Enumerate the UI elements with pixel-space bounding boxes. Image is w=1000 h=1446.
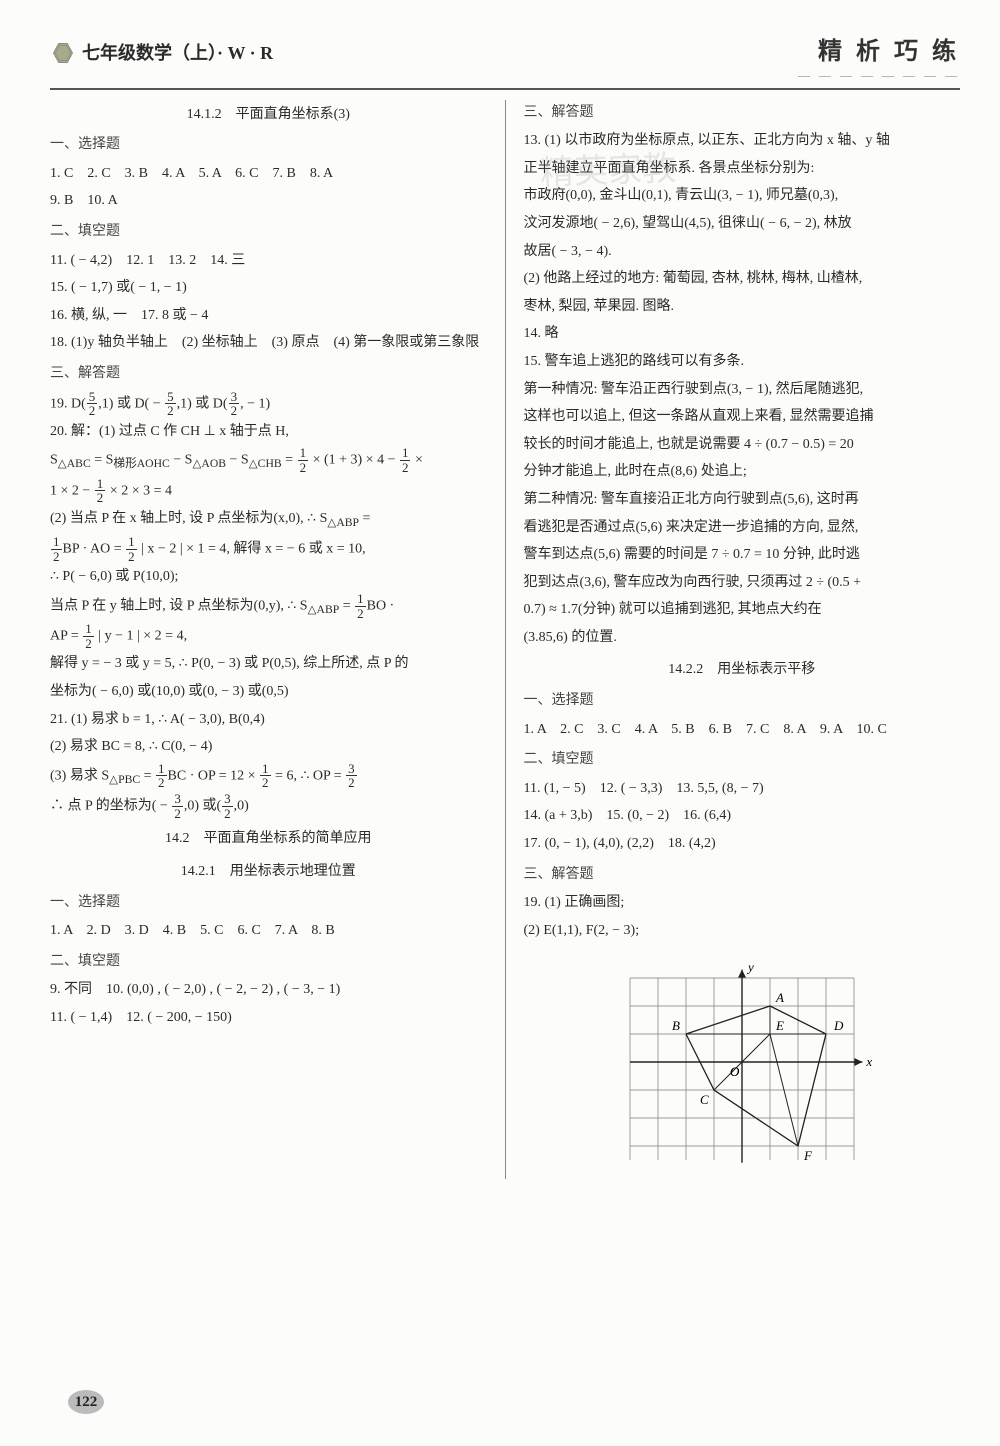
answer-line: 市政府(0,0), 金斗山(0,1), 青云山(3, − 1), 师兄墓(0,3… (524, 183, 961, 210)
q20-line: 解得 y = − 3 或 y = 5, ∴ P(0, − 3) 或 P(0,5)… (50, 651, 487, 678)
answer-line: (3.85,6) 的位置. (524, 625, 961, 652)
svg-text:O: O (730, 1064, 740, 1079)
svg-text:B: B (672, 1018, 680, 1033)
fraction: 12 (83, 622, 94, 650)
answer-line: (2) E(1,1), F(2, − 3); (524, 918, 961, 945)
fraction: 32 (222, 792, 233, 820)
answer-line: 11. (1, − 5) 12. ( − 3,3) 13. 5,5, (8, −… (524, 776, 961, 803)
q21-line: (2) 易求 BC = 8, ∴ C(0, − 4) (50, 734, 487, 761)
right-column: 三、解答题 13. (1) 以市政府为坐标原点, 以正东、正北方向为 x 轴、y… (524, 96, 961, 1183)
fraction: 52 (165, 390, 176, 418)
fraction: 32 (172, 792, 183, 820)
q21-line: 21. (1) 易求 b = 1, ∴ A( − 3,0), B(0,4) (50, 707, 487, 734)
answer-line: 1. A 2. C 3. C 4. A 5. B 6. B 7. C 8. A … (524, 717, 961, 744)
header-left: 七年级数学（上）· W · R (50, 36, 273, 70)
fraction: 52 (87, 390, 98, 418)
answer-line: 14. (a + 3,b) 15. (0, − 2) 16. (6,4) (524, 803, 961, 830)
answer-line: 故居( − 3, − 4). (524, 239, 961, 266)
svg-text:y: y (746, 960, 754, 975)
column-divider (505, 100, 506, 1179)
sub-heading-answer: 三、解答题 (524, 862, 961, 889)
fraction: 12 (95, 477, 106, 505)
sub-heading-fill: 二、填空题 (50, 949, 487, 976)
svg-text:C: C (700, 1092, 709, 1107)
q19: 19. D(52,1) 或 D( − 52,1) 或 D(32, − 1) (50, 390, 487, 418)
answer-line: 犯到达点(3,6), 警车应改为向西行驶, 只须再过 2 ÷ (0.5 + (524, 570, 961, 597)
fraction: 12 (355, 592, 366, 620)
answer-line: 17. (0, − 1), (4,0), (2,2) 18. (4,2) (524, 831, 961, 858)
answer-line: 看逃犯是否通过点(5,6) 来决定进一步追捕的方向, 显然, (524, 515, 961, 542)
q21-line: (3) 易求 S△PBC = 12BC · OP = 12 × 12 = 6, … (50, 762, 487, 791)
svg-text:x: x (865, 1054, 872, 1069)
page-bubble: 122 (68, 1390, 104, 1414)
answer-line: 14. 略 (524, 321, 961, 348)
section-title: 14.2.2 用坐标表示平移 (524, 657, 961, 684)
header-rule: — — — — — — — — (50, 88, 960, 90)
answer-line: 汶河发源地( − 2,6), 望驾山(4,5), 徂徕山( − 6, − 2),… (524, 211, 961, 238)
hexagon-icon (50, 40, 76, 66)
answer-line: 较长的时间才能追上, 也就是说需要 4 ÷ (0.7 − 0.5) = 20 (524, 432, 961, 459)
answer-line: 9. B 10. A (50, 188, 487, 215)
q20-line: 1 × 2 − 12 × 2 × 3 = 4 (50, 477, 487, 505)
fraction: 12 (126, 535, 137, 563)
q20-line: 20. 解：(1) 过点 C 作 CH ⊥ x 轴于点 H, (50, 419, 487, 446)
answer-line: 15. ( − 1,7) 或( − 1, − 1) (50, 275, 487, 302)
svg-text:D: D (833, 1018, 844, 1033)
answer-line: 19. (1) 正确画图; (524, 890, 961, 917)
answer-line: 1. C 2. C 3. B 4. A 5. A 6. C 7. B 8. A (50, 161, 487, 188)
coordinate-graph: xyABDEOCFO (524, 952, 961, 1183)
fraction: 12 (260, 762, 271, 790)
fraction: 12 (51, 535, 62, 563)
answer-line: 16. 横, 纵, 一 17. 8 或 − 4 (50, 303, 487, 330)
q20-line: ∴ P( − 6,0) 或 P(10,0); (50, 564, 487, 591)
q20-line: 12BP · AO = 12 | x − 2 | × 1 = 4, 解得 x =… (50, 535, 487, 563)
fraction: 12 (400, 446, 411, 474)
fraction: 12 (156, 762, 167, 790)
answer-line: 11. ( − 4,2) 12. 1 13. 2 14. 三 (50, 248, 487, 275)
answer-line: 正半轴建立平面直角坐标系. 各景点坐标分别为: (524, 156, 961, 183)
fraction: 32 (346, 762, 357, 790)
fraction: 12 (298, 446, 309, 474)
answer-line: (2) 他路上经过的地方: 葡萄园, 杏林, 桃林, 梅林, 山楂林, (524, 266, 961, 293)
q21-line: ∴ 点 P 的坐标为( − 32,0) 或(32,0) (50, 792, 487, 820)
left-column: 14.1.2 平面直角坐标系(3) 一、选择题 1. C 2. C 3. B 4… (50, 96, 487, 1183)
page-number: 122 (68, 1388, 104, 1417)
sub-heading-answer: 三、解答题 (50, 361, 487, 388)
answer-line: 15. 警车追上逃犯的路线可以有多条. (524, 349, 961, 376)
sub-heading-choice: 一、选择题 (524, 688, 961, 715)
answer-line: 9. 不同 10. (0,0) , ( − 2,0) , ( − 2, − 2)… (50, 977, 487, 1004)
answer-line: 11. ( − 1,4) 12. ( − 200, − 150) (50, 1005, 487, 1032)
answer-line: 第二种情况: 警车直接沿正北方向行驶到点(5,6), 这时再 (524, 487, 961, 514)
svg-text:E: E (775, 1018, 784, 1033)
sub-heading-fill: 二、填空题 (50, 219, 487, 246)
answer-line: 13. (1) 以市政府为坐标原点, 以正东、正北方向为 x 轴、y 轴 (524, 128, 961, 155)
sub-heading-answer: 三、解答题 (524, 100, 961, 127)
q20-line: AP = 12 | y − 1 | × 2 = 4, (50, 622, 487, 650)
sub-heading-fill: 二、填空题 (524, 747, 961, 774)
section-title: 14.1.2 平面直角坐标系(3) (50, 102, 487, 129)
answer-line: 第一种情况: 警车沿正西行驶到点(3, − 1), 然后尾随逃犯, (524, 377, 961, 404)
header-title: 七年级数学（上）· W · R (82, 36, 273, 70)
answer-line: 分钟才能追上, 此时在点(8,6) 处追上; (524, 459, 961, 486)
sub-heading-choice: 一、选择题 (50, 132, 487, 159)
answer-line: 18. (1)y 轴负半轴上 (2) 坐标轴上 (3) 原点 (4) 第一象限或… (50, 330, 487, 357)
sub-heading-choice: 一、选择题 (50, 890, 487, 917)
q20-line: 坐标为( − 6,0) 或(10,0) 或(0, − 3) 或(0,5) (50, 679, 487, 706)
q20-line: S△ABC = S梯形AOHC − S△AOB − S△CHB = 12 × (… (50, 446, 487, 475)
q20-line: (2) 当点 P 在 x 轴上时, 设 P 点坐标为(x,0), ∴ S△ABP… (50, 506, 487, 534)
answer-line: 1. A 2. D 3. D 4. B 5. C 6. C 7. A 8. B (50, 918, 487, 945)
section-title: 14.2 平面直角坐标系的简单应用 (50, 826, 487, 853)
header-dashes: — — — — — — — — (798, 64, 960, 87)
answer-line: 0.7) ≈ 1.7(分钟) 就可以追捕到逃犯, 其地点大约在 (524, 597, 961, 624)
answer-line: 警车到达点(5,6) 需要的时间是 7 ÷ 0.7 = 10 分钟, 此时逃 (524, 542, 961, 569)
svg-text:A: A (775, 990, 784, 1005)
section-title: 14.2.1 用坐标表示地理位置 (50, 859, 487, 886)
answer-line: 枣林, 梨园, 苹果园. 图略. (524, 294, 961, 321)
q20-line: 当点 P 在 y 轴上时, 设 P 点坐标为(0,y), ∴ S△ABP = 1… (50, 592, 487, 621)
fraction: 32 (229, 390, 240, 418)
svg-text:F: F (803, 1148, 813, 1163)
answer-line: 这样也可以追上, 但这一条路从直观上来看, 显然需要追捕 (524, 404, 961, 431)
